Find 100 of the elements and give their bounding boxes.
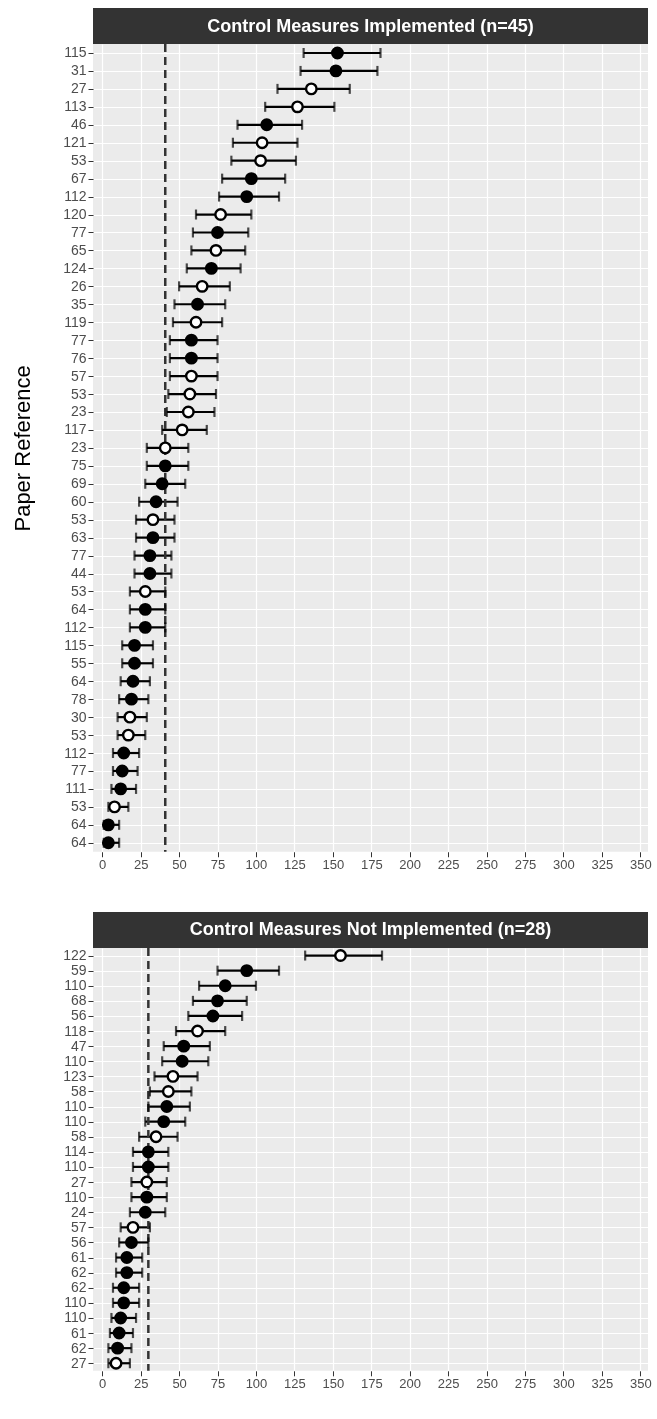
y-tick-label: 44	[70, 565, 87, 582]
x-tick-label: 175	[360, 857, 383, 873]
y-tick-label: 112	[64, 188, 87, 205]
x-tick-label: 50	[172, 1376, 187, 1392]
point	[101, 836, 115, 850]
y-tick-label: 76	[70, 349, 87, 366]
point	[141, 1145, 155, 1159]
point	[149, 1130, 163, 1143]
y-tick-label: 113	[64, 98, 87, 115]
y-tick-label: 27	[70, 80, 87, 97]
point	[161, 1084, 175, 1098]
y-tick-label: 115	[64, 636, 87, 653]
point	[211, 226, 224, 239]
point	[138, 585, 152, 598]
x-tick-label: 200	[399, 857, 422, 873]
y-tick-label: 65	[70, 241, 87, 258]
point	[138, 1205, 152, 1219]
y-tick-label: 77	[70, 223, 87, 240]
point	[120, 1250, 134, 1264]
point	[206, 1009, 220, 1023]
y-tick-label: 30	[70, 708, 87, 725]
point	[214, 208, 228, 221]
point	[111, 1341, 125, 1355]
y-tick-label: 53	[70, 726, 87, 743]
panel-header: Control Measures Not Implemented (n=28)	[93, 911, 648, 948]
x-tick-label: 125	[284, 1376, 306, 1392]
y-tick-label: 121	[63, 134, 87, 151]
point	[175, 1054, 189, 1068]
y-tick-label: 55	[70, 654, 87, 671]
y-tick-label: 110	[64, 1294, 87, 1311]
point	[123, 710, 137, 724]
point	[157, 1114, 171, 1128]
point	[189, 315, 203, 329]
y-tick-label: 58	[70, 1128, 87, 1144]
y-tick-label: 27	[70, 1173, 87, 1190]
y-tick-label: 64	[70, 816, 87, 833]
point	[177, 1039, 191, 1053]
x-tick-label: 300	[553, 1376, 575, 1392]
y-tick-label: 62	[70, 1263, 87, 1280]
point	[155, 477, 169, 491]
x-tick-label: 325	[591, 857, 614, 873]
point	[254, 154, 268, 168]
panel-header: Control Measures Implemented (n=45)	[93, 8, 648, 44]
x-tick-label: 25	[133, 1376, 149, 1392]
point	[183, 387, 197, 401]
x-tick-label: 225	[437, 1376, 460, 1392]
y-tick-label: 75	[70, 457, 87, 474]
point	[121, 728, 135, 742]
x-tick-label: 125	[284, 857, 306, 873]
y-tick-label: 64	[70, 672, 87, 689]
point	[138, 620, 152, 634]
x-tick-label: 250	[476, 857, 498, 873]
x-tick-label: 100	[245, 1376, 268, 1392]
y-tick-label: 77	[70, 762, 87, 779]
x-tick-label: 50	[172, 857, 187, 873]
y-tick-label: 120	[63, 206, 87, 223]
point	[140, 1175, 154, 1189]
y-tick-label: 57	[70, 1218, 87, 1235]
x-tick-label: 0	[99, 1376, 107, 1392]
y-tick-label: 24	[70, 1203, 87, 1220]
y-tick-label: 112	[64, 618, 87, 635]
point	[244, 172, 258, 186]
point	[143, 549, 157, 563]
x-tick-label: 25	[133, 857, 149, 873]
y-tick-label: 27	[70, 1354, 87, 1371]
y-tick-label: 68	[70, 992, 87, 1009]
x-tick-label: 225	[437, 857, 460, 873]
point	[114, 1311, 128, 1325]
point	[304, 82, 318, 96]
y-tick-label: 110	[64, 1112, 87, 1129]
point	[329, 64, 343, 78]
y-tick-label: 123	[63, 1067, 87, 1084]
y-tick-label: 46	[70, 116, 87, 133]
y-tick-label: 78	[70, 690, 87, 707]
y-tick-label: 117	[64, 421, 87, 438]
y-tick-label: 53	[70, 152, 87, 169]
y-tick-label: 53	[70, 582, 87, 599]
x-tick-label: 250	[476, 1376, 498, 1392]
y-tick-label: 58	[70, 1082, 87, 1099]
x-tick-label: 175	[360, 1376, 383, 1392]
y-tick-label: 112	[64, 744, 87, 761]
point	[211, 994, 224, 1008]
y-tick-label: 62	[70, 1339, 87, 1356]
point	[141, 1160, 155, 1174]
point	[184, 351, 198, 365]
y-tick-label: 56	[70, 1233, 87, 1250]
point	[101, 818, 115, 832]
y-tick-label: 35	[70, 295, 87, 312]
y-tick-label: 23	[70, 439, 87, 456]
point	[117, 1281, 131, 1294]
point	[240, 190, 254, 204]
point	[191, 297, 204, 311]
y-tick-label: 110	[64, 1309, 87, 1326]
y-axis-title: Paper Reference	[10, 365, 36, 532]
point	[158, 441, 172, 455]
x-tick-label: 350	[629, 1376, 652, 1392]
y-tick-label: 64	[70, 834, 87, 851]
point	[140, 1190, 154, 1204]
x-tick-label: 150	[322, 1376, 345, 1392]
y-tick-label: 110	[64, 1188, 87, 1205]
